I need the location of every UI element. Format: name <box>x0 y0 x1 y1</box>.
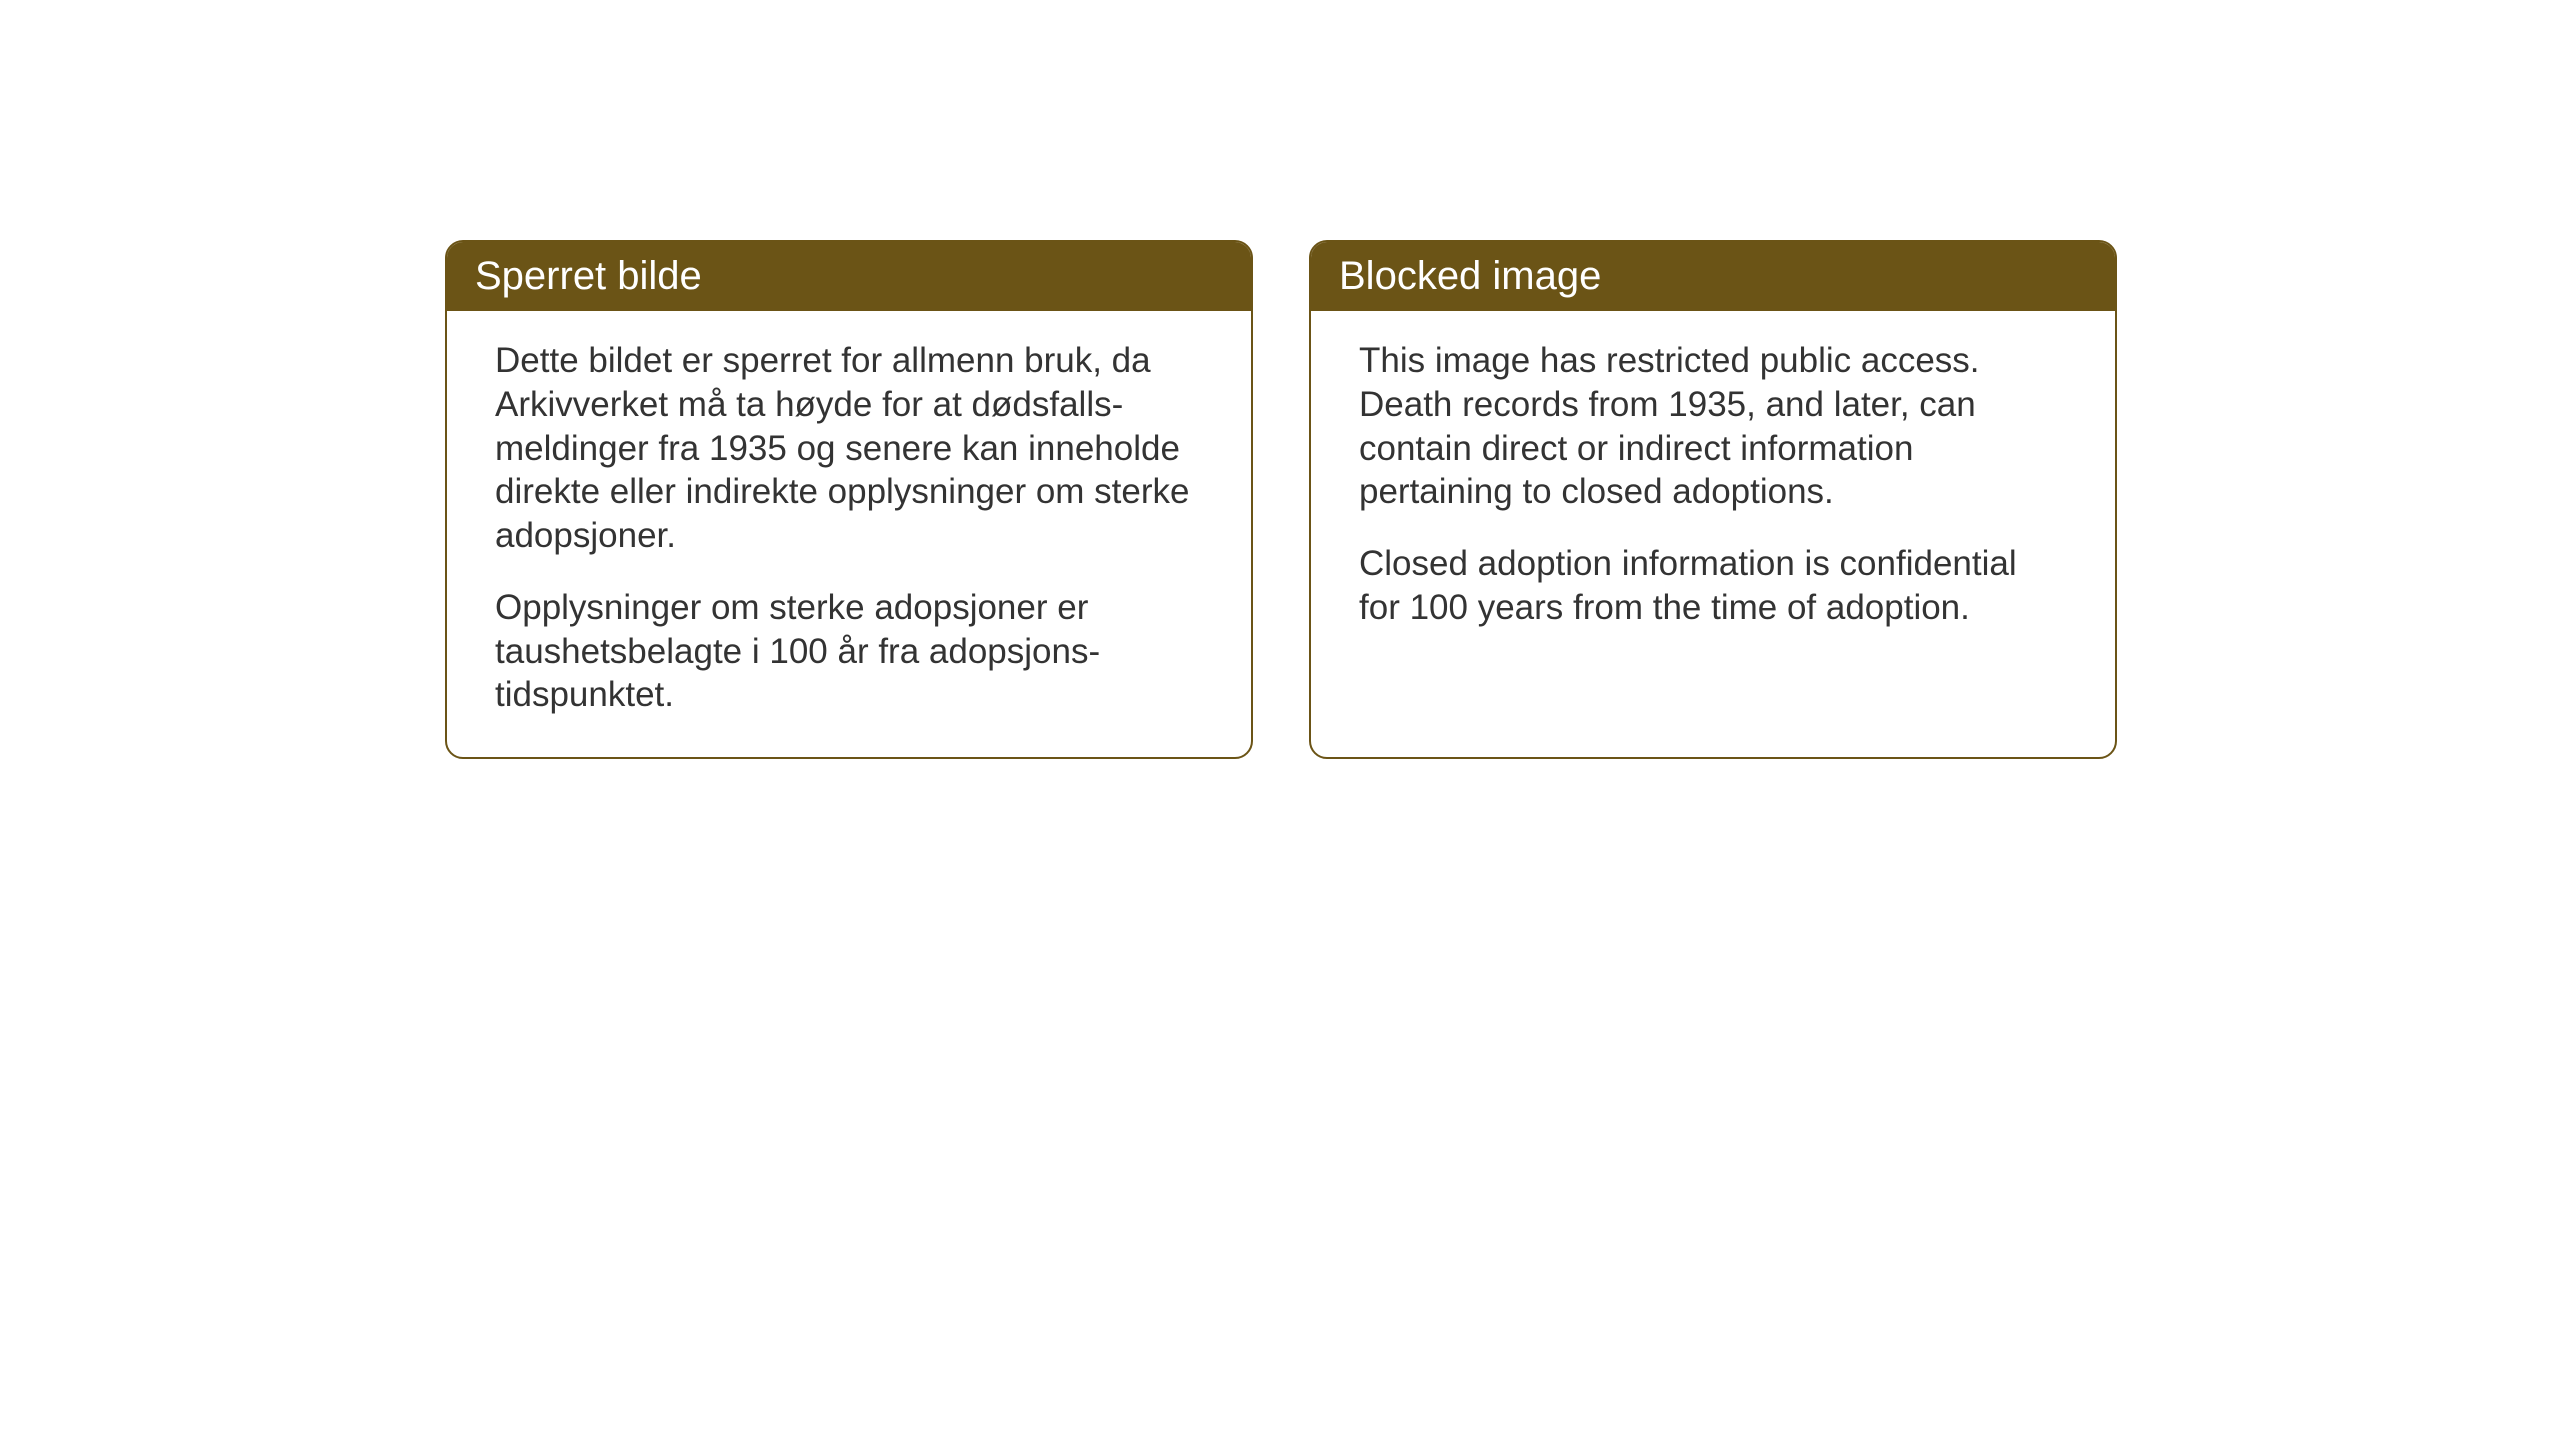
card-english-title: Blocked image <box>1339 254 1601 298</box>
card-english: Blocked image This image has restricted … <box>1309 240 2117 759</box>
card-norwegian-paragraph1: Dette bildet er sperret for allmenn bruk… <box>495 339 1203 558</box>
card-english-header: Blocked image <box>1311 242 2115 311</box>
card-norwegian-title: Sperret bilde <box>475 254 702 298</box>
card-norwegian-paragraph2: Opplysninger om sterke adopsjoner er tau… <box>495 586 1203 717</box>
card-english-paragraph2: Closed adoption information is confident… <box>1359 542 2067 630</box>
card-english-paragraph1: This image has restricted public access.… <box>1359 339 2067 514</box>
card-norwegian-body: Dette bildet er sperret for allmenn bruk… <box>447 311 1251 757</box>
card-norwegian: Sperret bilde Dette bildet er sperret fo… <box>445 240 1253 759</box>
card-norwegian-header: Sperret bilde <box>447 242 1251 311</box>
card-english-body: This image has restricted public access.… <box>1311 311 2115 670</box>
cards-container: Sperret bilde Dette bildet er sperret fo… <box>445 240 2117 759</box>
